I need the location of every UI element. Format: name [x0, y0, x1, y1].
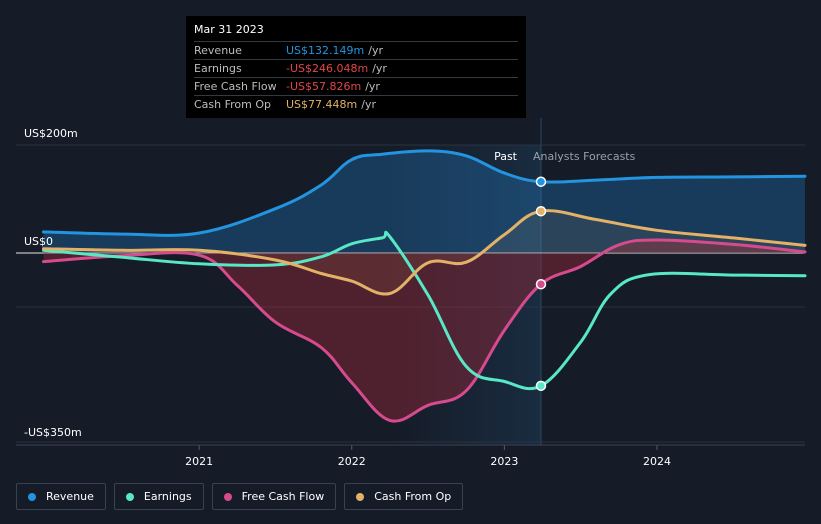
highlight-point-free-cash-flow [535, 278, 547, 290]
legend-label: Earnings [143, 490, 192, 503]
highlight-point-cash-from-op [535, 205, 547, 217]
y-label-top: US$200m [24, 127, 78, 140]
legend-dot-icon [356, 492, 365, 501]
highlight-point-revenue [535, 176, 547, 187]
tooltip-unit: /yr [368, 44, 383, 57]
tooltip-unit: /yr [372, 62, 387, 75]
series-line-cash-from-op [42, 209, 807, 296]
chart-plot: US$200m US$0 -US$350m Past Analysts Fore… [16, 118, 807, 468]
legend-item-earnings[interactable]: Earnings [113, 483, 204, 510]
x-tick-label: 2021 [185, 455, 213, 468]
y-label-zero: US$0 [24, 235, 53, 248]
legend-item-cash-from-op[interactable]: Cash From Op [344, 483, 464, 510]
y-label-bottom: -US$350m [24, 426, 82, 439]
tooltip-unit: /yr [365, 80, 380, 93]
past-region-shade [389, 145, 541, 445]
highlight-tooltip: Mar 31 2023 Revenue US$132.149m /yr Earn… [186, 16, 526, 118]
tooltip-row: Cash From Op US$77.448m /yr [194, 96, 518, 113]
tooltip-label: Cash From Op [194, 98, 272, 111]
tooltip-row: Earnings -US$246.048m /yr [194, 60, 518, 78]
legend: Revenue Earnings Free Cash Flow Cash Fro… [16, 483, 464, 510]
legend-dot-icon [28, 492, 36, 501]
forecast-label: Analysts Forecasts [533, 150, 636, 163]
tooltip-value: -US$246.048m [286, 62, 369, 75]
tooltip-row: Revenue US$132.149m /yr [194, 42, 518, 60]
series-area-free-cash-flow [43, 239, 805, 422]
past-label: Past [494, 150, 518, 163]
legend-label: Free Cash Flow [241, 490, 325, 503]
series-area-cash-from-op [43, 210, 805, 295]
tooltip-label: Earnings [194, 62, 242, 75]
tooltip-label: Free Cash Flow [194, 80, 277, 93]
x-tick-label: 2024 [643, 455, 671, 468]
legend-dot-icon [125, 492, 134, 501]
x-tick-label: 2022 [338, 455, 366, 468]
highlight-point-earnings [535, 380, 547, 392]
series-line-earnings [42, 230, 807, 391]
legend-item-revenue[interactable]: Revenue [16, 483, 106, 510]
tooltip-value: US$77.448m [286, 98, 358, 111]
legend-item-free-cash-flow[interactable]: Free Cash Flow [211, 483, 337, 510]
x-tick-label: 2023 [490, 455, 518, 468]
series-area-revenue [43, 150, 805, 253]
tooltip-value: -US$57.826m [286, 80, 362, 93]
legend-label: Cash From Op [374, 490, 452, 503]
tooltip-value: US$132.149m [286, 44, 365, 57]
tooltip-row: Free Cash Flow -US$57.826m /yr [194, 78, 518, 96]
series-line-free-cash-flow [42, 238, 807, 423]
legend-label: Revenue [46, 490, 94, 503]
tooltip-label: Revenue [194, 44, 242, 57]
tooltip-date: Mar 31 2023 [194, 23, 518, 42]
legend-dot-icon [223, 492, 232, 501]
series-line-revenue [42, 149, 807, 237]
tooltip-unit: /yr [361, 98, 376, 111]
